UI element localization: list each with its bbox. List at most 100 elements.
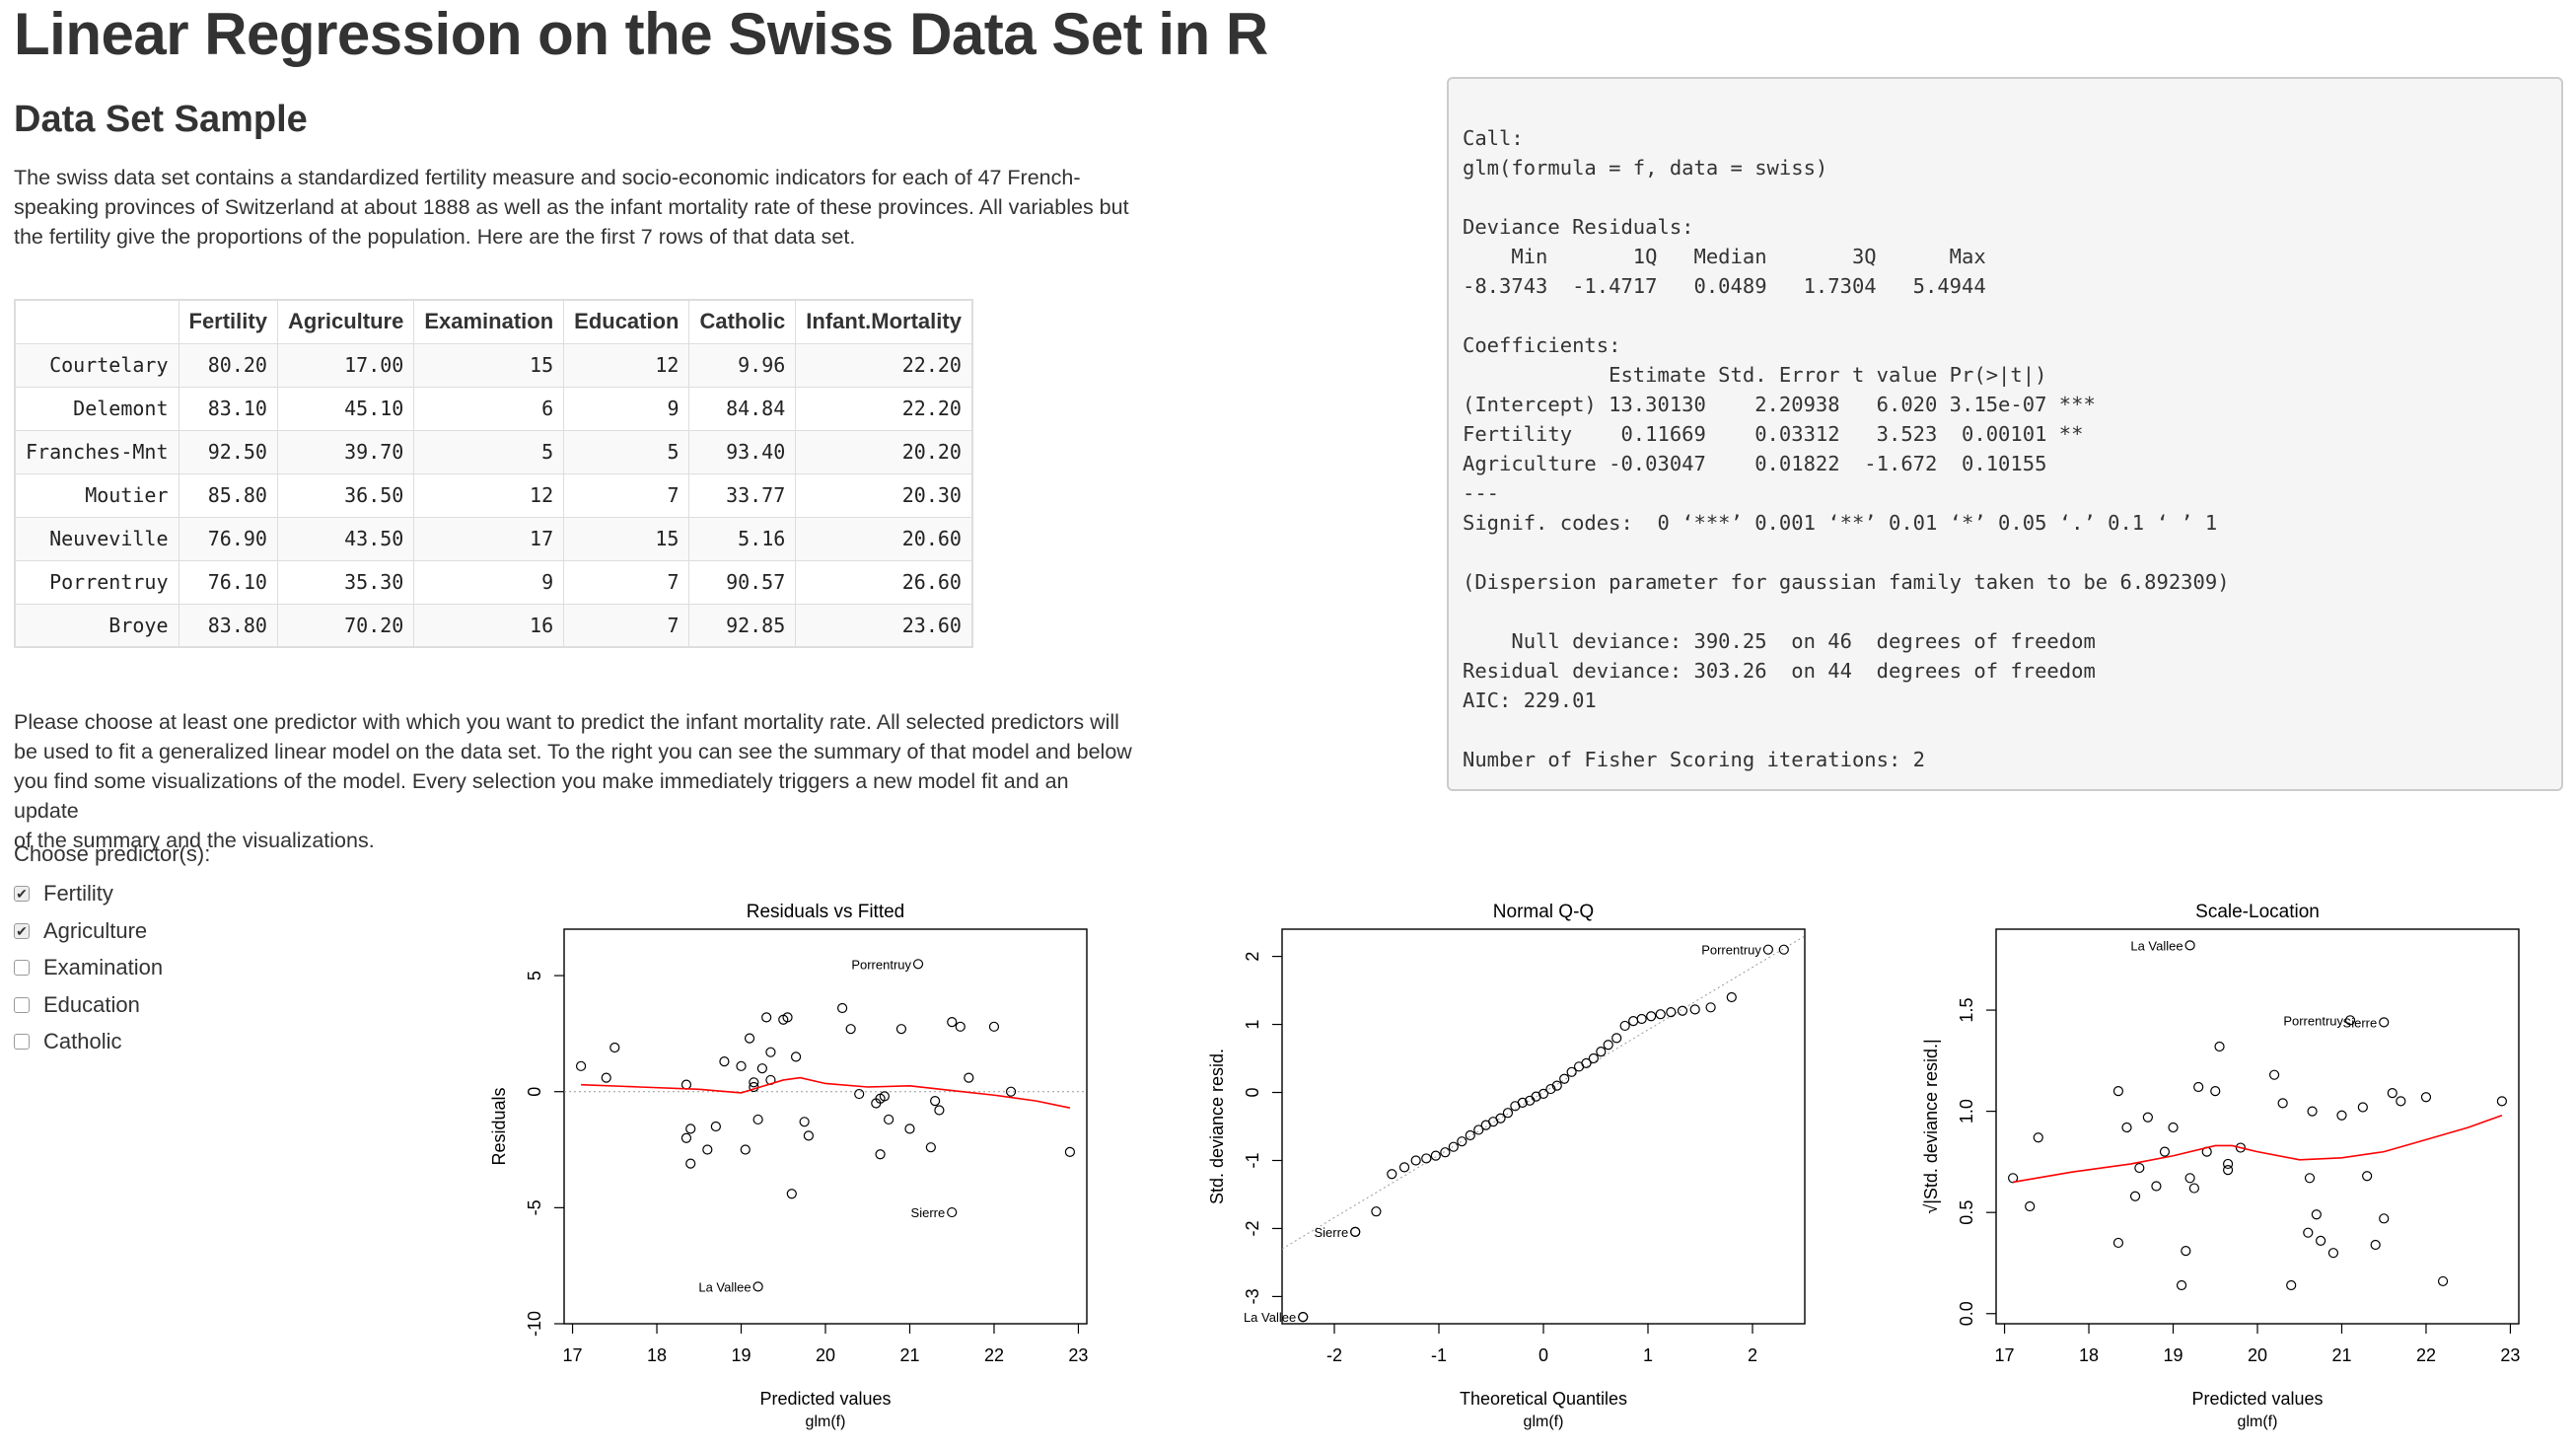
data-point: [1538, 1088, 1549, 1099]
data-point: [2214, 1041, 2225, 1052]
data-point: [2235, 1142, 2247, 1153]
smooth-line: [2012, 1114, 2503, 1184]
x-axis-label: Predicted values: [759, 1389, 891, 1409]
data-point: [2222, 1165, 2234, 1176]
table-cell: Delemont: [14, 386, 179, 431]
data-point: [2304, 1173, 2316, 1184]
table-cell: 39.70: [276, 429, 415, 474]
data-point: [2151, 1181, 2162, 1192]
table-cell: 26.60: [795, 559, 973, 605]
predictor-label: Choose predictor(s):: [14, 841, 211, 866]
data-point: [875, 1149, 886, 1160]
table-cell: 7: [563, 472, 690, 518]
data-point: [680, 1132, 692, 1143]
data-point: [884, 1114, 894, 1125]
outlier-label: Porrentruy: [1701, 943, 1761, 958]
data-point: [1410, 1155, 1421, 1166]
table-cell: 35.30: [276, 559, 415, 605]
section-title: Data Set Sample: [14, 99, 308, 140]
outlier-point: [1350, 1226, 1361, 1237]
checkbox[interactable]: [14, 960, 30, 976]
normal-qq-plot: Normal Q-Q -2 -1 0 1 2 -3 -2 -1 0 1 2 Theoretical Qu…: [1207, 902, 1806, 1430]
data-point: [2311, 1209, 2322, 1220]
data-point: [1628, 1016, 1639, 1027]
x-tick-label: -2: [1326, 1345, 1342, 1365]
data-point: [2112, 1237, 2124, 1249]
predictor-option-education[interactable]: Education: [14, 992, 140, 1018]
x-tick-label: 17: [563, 1345, 583, 1365]
table-cell: 17: [413, 516, 565, 561]
x-tick-label: 23: [1068, 1345, 1088, 1365]
data-point: [2134, 1162, 2145, 1174]
intro-line: speaking provinces of Switzerland at abo…: [14, 195, 1129, 219]
checkbox[interactable]: [14, 1034, 30, 1050]
y-axis-label: Residuals: [489, 1087, 509, 1165]
table-cell: 5: [413, 429, 565, 474]
table-cell: 36.50: [276, 472, 415, 518]
data-point: [2303, 1227, 2314, 1238]
outlier-label: La Vallee: [2130, 938, 2182, 953]
table-cell: 20.20: [795, 429, 973, 474]
table-row: Porrentruy 76.10 35.30 9 7 90.57 26.60: [14, 559, 973, 605]
data-point: [988, 1021, 1000, 1032]
data-point: [1689, 1004, 1700, 1015]
table-cell: 9: [563, 386, 690, 431]
data-point: [609, 1042, 620, 1053]
residuals-vs-fitted-plot: Residuals vs Fitted 17 18 19 20 21 22 23 -10 -5 0 5…: [489, 902, 1088, 1430]
data-point: [1603, 1040, 1613, 1051]
data-point: [2379, 1213, 2390, 1224]
data-point: [2420, 1092, 2432, 1103]
data-point: [1495, 1113, 1506, 1124]
table-cell: 7: [563, 603, 690, 648]
checkbox[interactable]: ✔: [14, 886, 30, 902]
data-point: [1005, 1086, 1017, 1097]
table-row: Courtelary 80.20 17.00 15 12 9.96 22.20: [14, 342, 973, 388]
data-point: [934, 1105, 945, 1116]
x-tick-label: 19: [732, 1345, 751, 1365]
data-point: [765, 1047, 776, 1057]
data-point: [1457, 1136, 1467, 1147]
column-header: Examination: [413, 299, 565, 344]
checkbox[interactable]: ✔: [14, 922, 30, 939]
data-point: [685, 1124, 696, 1134]
predictor-option-agriculture[interactable]: ✔ Agriculture: [14, 918, 147, 944]
table-cell: 92.85: [688, 603, 797, 648]
plot-title: Scale-Location: [2195, 902, 2320, 922]
data-point: [2387, 1088, 2397, 1099]
data-point: [2184, 1173, 2195, 1184]
predictor-option-examination[interactable]: Examination: [14, 955, 163, 980]
table-cell: 80.20: [178, 342, 278, 388]
data-point: [1371, 1206, 1382, 1217]
y-axis-label: √|Std. deviance resid.|: [1921, 1039, 1941, 1213]
table-cell: 20.60: [795, 516, 973, 561]
data-point: [1666, 1007, 1677, 1018]
outlier-label: Sierre: [911, 1205, 946, 1220]
data-point: [1636, 1013, 1647, 1025]
table-cell: 83.80: [178, 603, 278, 648]
plot-title: Normal Q-Q: [1493, 902, 1594, 922]
data-point: [895, 1024, 907, 1035]
data-point: [1473, 1124, 1484, 1135]
scale-location-plot: Scale-Location 17 18 19 20 21 22 23 0.0 0.5 1.0 1.5…: [1921, 902, 2520, 1430]
outlier-label: Sierre: [2343, 1015, 2378, 1030]
predictor-option-catholic[interactable]: Catholic: [14, 1029, 121, 1054]
data-point: [1064, 1146, 1076, 1157]
outlier-point: [2184, 940, 2195, 951]
data-point: [1655, 1009, 1666, 1020]
checkbox[interactable]: [14, 996, 30, 1013]
data-point: [854, 1088, 865, 1100]
data-point: [1559, 1073, 1570, 1084]
plot-frame: [1995, 928, 2520, 1325]
table-cell: Broye: [14, 603, 179, 648]
column-header: [14, 299, 179, 344]
data-point: [2025, 1200, 2036, 1212]
instructions-line: Please choose at least one predictor wit…: [14, 710, 1119, 734]
data-point: [2121, 1122, 2132, 1133]
data-point: [2496, 1096, 2508, 1107]
instructions-line: you find some visualizations of the mode…: [14, 769, 1069, 823]
predictor-option-fertility[interactable]: ✔ Fertility: [14, 881, 113, 906]
data-point: [685, 1158, 696, 1169]
data-point: [1596, 1047, 1607, 1057]
data-point: [749, 1077, 759, 1088]
data-point: [879, 1091, 890, 1102]
